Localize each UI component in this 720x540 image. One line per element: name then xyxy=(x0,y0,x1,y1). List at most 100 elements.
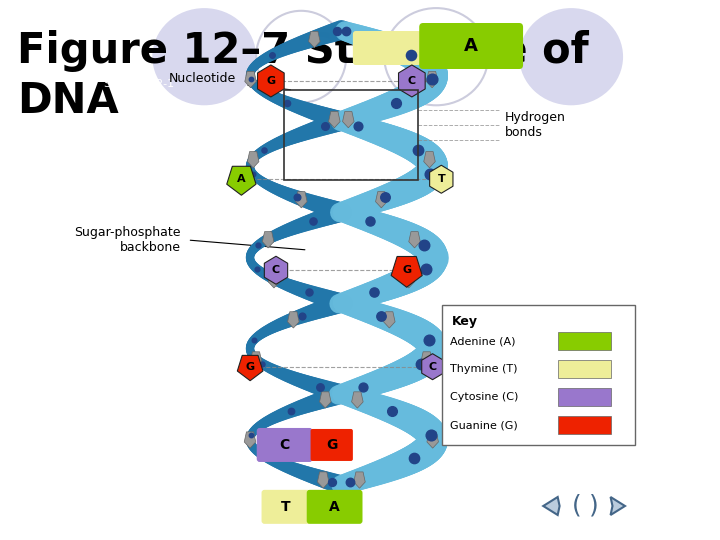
Polygon shape xyxy=(320,392,331,408)
Polygon shape xyxy=(296,192,307,208)
Polygon shape xyxy=(426,71,438,87)
Polygon shape xyxy=(424,152,436,168)
FancyBboxPatch shape xyxy=(558,332,611,350)
Point xyxy=(424,170,436,178)
Polygon shape xyxy=(611,497,625,515)
FancyBboxPatch shape xyxy=(419,23,523,69)
Polygon shape xyxy=(309,31,320,48)
Text: Adenine (A): Adenine (A) xyxy=(450,336,516,346)
Polygon shape xyxy=(398,65,426,97)
Polygon shape xyxy=(363,31,374,48)
Point xyxy=(326,478,338,487)
Polygon shape xyxy=(421,352,433,368)
FancyBboxPatch shape xyxy=(310,429,353,461)
Text: Key: Key xyxy=(452,315,478,328)
Point xyxy=(248,335,260,344)
Polygon shape xyxy=(430,165,453,193)
Text: Section 12-1: Section 12-1 xyxy=(104,79,174,89)
Polygon shape xyxy=(227,166,256,195)
Point xyxy=(292,193,303,202)
Point xyxy=(303,288,315,296)
Point xyxy=(307,217,318,226)
Point xyxy=(266,51,277,59)
Point xyxy=(423,335,434,344)
Point xyxy=(256,359,268,368)
Polygon shape xyxy=(409,232,420,248)
Text: (: ( xyxy=(572,494,582,518)
Point xyxy=(285,407,297,415)
Point xyxy=(408,454,420,463)
FancyBboxPatch shape xyxy=(558,388,611,406)
Point xyxy=(245,75,256,83)
Text: Figure 12–7 Structure of: Figure 12–7 Structure of xyxy=(17,30,589,72)
Polygon shape xyxy=(422,354,444,380)
Ellipse shape xyxy=(519,8,623,105)
Point xyxy=(375,312,387,320)
Text: Nucleotide: Nucleotide xyxy=(168,71,235,84)
Polygon shape xyxy=(258,65,284,97)
Point xyxy=(418,241,430,249)
Point xyxy=(296,312,307,320)
Text: Cytosine (C): Cytosine (C) xyxy=(450,392,518,402)
Point xyxy=(251,264,262,273)
Polygon shape xyxy=(427,432,438,448)
Text: G: G xyxy=(266,76,276,86)
Polygon shape xyxy=(287,312,299,328)
Point xyxy=(247,170,258,178)
Point xyxy=(352,122,364,131)
Polygon shape xyxy=(376,192,387,208)
Polygon shape xyxy=(245,71,256,87)
Text: T: T xyxy=(281,500,290,514)
Point xyxy=(390,98,401,107)
Polygon shape xyxy=(269,272,280,288)
Polygon shape xyxy=(354,472,365,488)
Text: C: C xyxy=(272,265,280,275)
Text: Guanine (G): Guanine (G) xyxy=(450,420,518,430)
Polygon shape xyxy=(264,256,288,284)
FancyBboxPatch shape xyxy=(307,490,362,524)
Point xyxy=(345,478,356,487)
Text: G: G xyxy=(326,438,338,452)
Point xyxy=(413,146,424,154)
FancyBboxPatch shape xyxy=(257,428,312,462)
Point xyxy=(420,264,432,273)
Point xyxy=(369,288,380,296)
Bar xyxy=(284,90,418,180)
FancyBboxPatch shape xyxy=(558,416,611,434)
Text: A: A xyxy=(329,500,340,514)
Point xyxy=(258,146,270,154)
Polygon shape xyxy=(238,355,263,381)
Polygon shape xyxy=(248,152,259,168)
Polygon shape xyxy=(262,232,274,248)
Text: Hydrogen
bonds: Hydrogen bonds xyxy=(505,111,566,139)
Text: C: C xyxy=(408,76,416,86)
Text: C: C xyxy=(279,438,289,452)
Point xyxy=(386,407,397,415)
Point xyxy=(340,27,351,36)
Point xyxy=(426,430,437,439)
Polygon shape xyxy=(318,472,329,488)
Point xyxy=(263,454,274,463)
FancyBboxPatch shape xyxy=(261,490,310,524)
Text: Thymine (T): Thymine (T) xyxy=(450,364,518,374)
Point xyxy=(282,98,293,107)
Text: G: G xyxy=(246,362,255,372)
Text: DNA: DNA xyxy=(17,80,119,122)
Point xyxy=(415,359,426,368)
FancyBboxPatch shape xyxy=(558,360,611,378)
Text: A: A xyxy=(237,174,246,184)
Ellipse shape xyxy=(256,11,346,103)
Polygon shape xyxy=(544,497,559,515)
Polygon shape xyxy=(391,256,422,287)
Text: G: G xyxy=(402,265,411,275)
Text: Sugar-phosphate
backbone: Sugar-phosphate backbone xyxy=(74,226,181,254)
Point xyxy=(364,217,376,226)
Point xyxy=(319,122,330,131)
Polygon shape xyxy=(384,312,395,328)
Text: A: A xyxy=(464,37,478,55)
Point xyxy=(246,430,257,439)
Ellipse shape xyxy=(384,8,488,105)
Polygon shape xyxy=(351,392,363,408)
Point xyxy=(356,383,368,391)
Point xyxy=(253,241,264,249)
